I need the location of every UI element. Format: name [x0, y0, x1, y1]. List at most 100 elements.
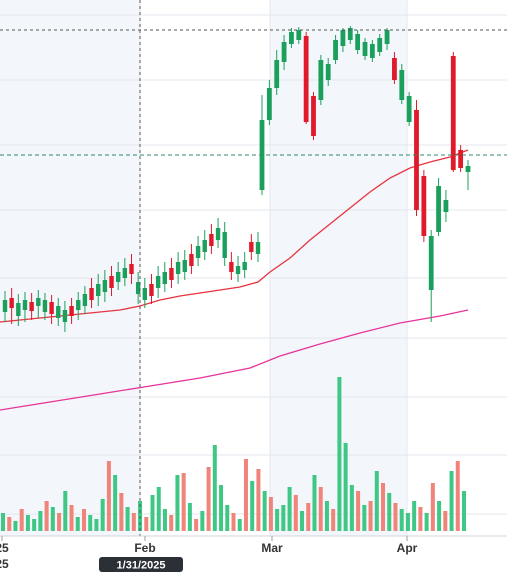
candle-29 — [195, 236, 201, 266]
candle-55 — [377, 34, 383, 56]
volume-bar-8 — [50, 507, 55, 531]
candle-15 — [102, 270, 108, 302]
volume-bar-39 — [243, 459, 248, 531]
volume-bar-30 — [187, 503, 192, 531]
crosshair-date-label: 1/31/2025 — [99, 557, 183, 572]
candle-4 — [29, 293, 34, 320]
x-tick-label-2: Mar — [261, 541, 283, 555]
volume-bar-37 — [231, 513, 236, 531]
candle-17 — [115, 262, 121, 290]
candle-61 — [421, 170, 427, 242]
volume-bar-35 — [219, 485, 224, 531]
volume-bars — [1, 377, 466, 531]
volume-bar-13 — [81, 509, 86, 531]
volume-bar-11 — [69, 505, 74, 531]
volume-bar-53 — [331, 509, 336, 531]
volume-bar-33 — [206, 467, 211, 531]
volume-bar-72 — [449, 471, 454, 531]
volume-bar-10 — [63, 491, 68, 531]
candle-67 — [465, 160, 471, 190]
volume-bar-58 — [362, 505, 367, 531]
volume-bar-45 — [281, 505, 286, 531]
volume-bar-64 — [399, 509, 404, 531]
volume-bar-68 — [424, 513, 429, 531]
volume-bar-14 — [88, 515, 93, 531]
volume-bar-67 — [418, 507, 423, 531]
volume-bar-36 — [225, 505, 230, 531]
candle-14 — [96, 274, 101, 306]
x-axis: 2025 Feb Mar Apr 2025 — [0, 536, 418, 571]
volume-bar-38 — [237, 519, 242, 531]
volume-bar-18 — [113, 475, 118, 531]
volume-bar-73 — [455, 461, 460, 531]
volume-bar-9 — [57, 513, 62, 531]
candle-26 — [175, 252, 181, 284]
candle-37 — [249, 234, 254, 260]
candle-58 — [399, 64, 405, 104]
candle-6 — [42, 293, 48, 320]
volume-bar-5 — [32, 519, 37, 531]
candle-42 — [281, 35, 287, 70]
volume-bar-51 — [318, 487, 323, 531]
volume-bar-59 — [368, 501, 373, 531]
volume-bar-63 — [393, 503, 398, 531]
reference-lines — [0, 29, 507, 156]
volume-bar-54 — [337, 377, 342, 531]
candle-59 — [406, 92, 412, 126]
candle-33 — [222, 222, 227, 266]
x-tick-label-3: Apr — [397, 541, 418, 555]
volume-bar-52 — [324, 501, 329, 531]
volume-bar-44 — [275, 509, 280, 531]
candle-60 — [414, 100, 419, 216]
candle-11 — [76, 292, 81, 320]
volume-bar-56 — [349, 485, 354, 531]
candle-1 — [9, 288, 14, 324]
candle-34 — [229, 252, 234, 280]
volume-bar-19 — [119, 493, 124, 531]
volume-bar-20 — [125, 507, 130, 531]
candle-56 — [384, 28, 390, 50]
volume-bar-42 — [262, 491, 267, 531]
volume-bar-2 — [13, 521, 18, 531]
volume-bar-25 — [156, 487, 161, 531]
volume-bar-6 — [38, 511, 43, 531]
volume-bar-16 — [100, 499, 105, 531]
candle-43 — [289, 28, 294, 48]
volume-bar-34 — [212, 445, 217, 531]
candle-46 — [311, 92, 316, 140]
volume-bar-60 — [374, 471, 379, 531]
candle-36 — [242, 252, 247, 278]
volume-bar-55 — [343, 443, 348, 531]
candle-3 — [22, 292, 28, 322]
volume-bar-46 — [287, 487, 292, 531]
volume-bar-50 — [312, 475, 317, 531]
volume-bar-48 — [300, 511, 305, 531]
volume-bar-69 — [430, 483, 435, 531]
candle-5 — [36, 290, 41, 318]
volume-bar-23 — [144, 517, 149, 531]
volume-bar-4 — [25, 515, 30, 531]
candlesticks[interactable] — [2, 26, 471, 332]
volume-bar-65 — [405, 513, 410, 531]
candle-32 — [215, 218, 221, 248]
candle-12 — [82, 286, 88, 314]
candle-8 — [56, 298, 61, 326]
volume-bar-1 — [7, 517, 12, 531]
volume-bar-40 — [250, 481, 255, 531]
candle-45 — [303, 32, 309, 124]
candle-62 — [428, 230, 434, 322]
volume-bar-62 — [387, 493, 392, 531]
candle-21 — [142, 278, 148, 308]
volume-bar-3 — [19, 509, 24, 531]
candle-22 — [149, 274, 154, 304]
candle-47 — [318, 55, 324, 105]
crosshair-date-text: 1/31/2025 — [117, 560, 166, 572]
volume-bar-27 — [169, 515, 174, 531]
shaded-range-jan — [0, 0, 140, 536]
candle-35 — [235, 256, 241, 282]
candle-16 — [109, 266, 114, 296]
candle-27 — [182, 250, 187, 280]
x-tick-label-1: Feb — [134, 541, 155, 555]
candle-20 — [135, 272, 141, 304]
